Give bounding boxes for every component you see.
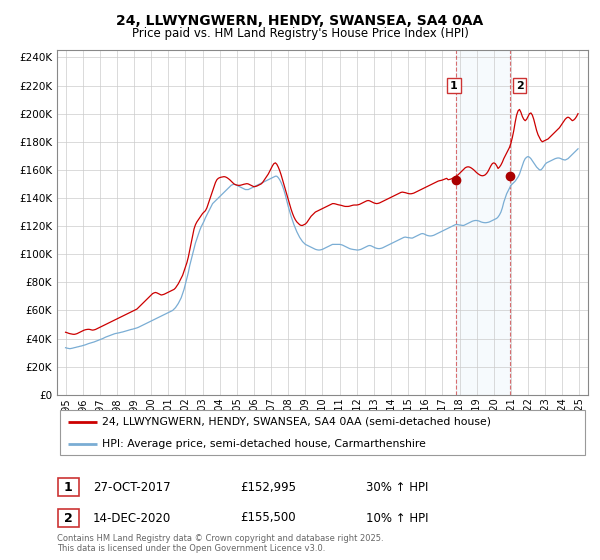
Text: 2: 2 <box>64 511 73 525</box>
Text: £152,995: £152,995 <box>240 480 296 494</box>
Bar <box>457 50 510 395</box>
FancyBboxPatch shape <box>58 478 79 496</box>
Text: 24, LLWYNGWERN, HENDY, SWANSEA, SA4 0AA (semi-detached house): 24, LLWYNGWERN, HENDY, SWANSEA, SA4 0AA … <box>102 417 491 427</box>
Text: 1: 1 <box>450 81 458 91</box>
Text: 2: 2 <box>516 81 524 91</box>
Text: HPI: Average price, semi-detached house, Carmarthenshire: HPI: Average price, semi-detached house,… <box>102 438 426 449</box>
Text: 24, LLWYNGWERN, HENDY, SWANSEA, SA4 0AA: 24, LLWYNGWERN, HENDY, SWANSEA, SA4 0AA <box>116 14 484 28</box>
Text: 30% ↑ HPI: 30% ↑ HPI <box>366 480 428 494</box>
Text: £155,500: £155,500 <box>240 511 296 525</box>
Text: Contains HM Land Registry data © Crown copyright and database right 2025.
This d: Contains HM Land Registry data © Crown c… <box>57 534 383 553</box>
Text: 14-DEC-2020: 14-DEC-2020 <box>93 511 171 525</box>
Text: 1: 1 <box>64 480 73 494</box>
FancyBboxPatch shape <box>58 509 79 527</box>
FancyBboxPatch shape <box>59 410 586 455</box>
Text: 27-OCT-2017: 27-OCT-2017 <box>93 480 170 494</box>
Text: 10% ↑ HPI: 10% ↑ HPI <box>366 511 428 525</box>
Text: Price paid vs. HM Land Registry's House Price Index (HPI): Price paid vs. HM Land Registry's House … <box>131 27 469 40</box>
